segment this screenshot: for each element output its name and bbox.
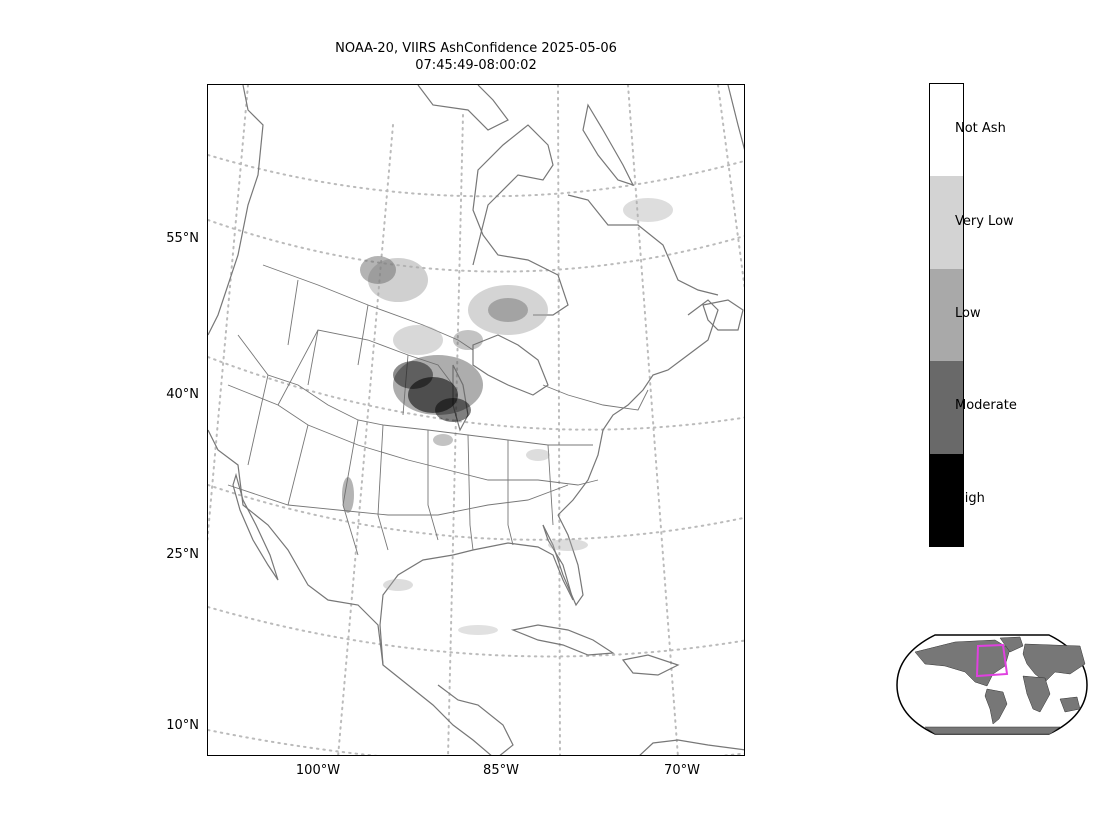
cuba [510,624,615,656]
lon-label-70w: 70°W [664,763,700,778]
graticule-lon-70 [627,85,679,755]
graticule-lat-60 [208,154,744,198]
graticule [208,85,744,755]
gulf-of-mexico-coast [379,524,574,666]
arctic-islands-1 [417,85,509,131]
inset-view-extent-box [975,643,1009,678]
graticule-lon-90 [447,114,464,755]
central-america [437,684,514,755]
title-line2: 07:45:49-08:00:02 [415,58,537,73]
world-inset-map [895,634,1089,740]
inset-europe-asia [1022,643,1086,683]
main-map[interactable] [207,84,745,756]
colorbar-segment-moderate [930,361,963,454]
graticule-lon-80 [557,85,561,755]
florida-peninsula [542,514,584,607]
inset-australia [1059,696,1081,713]
lat-label-40n: 40°N [166,387,199,402]
graticule-lon-100 [337,124,394,755]
arctic-islands-2 [582,103,635,187]
lon-label-100w: 100°W [295,763,341,778]
lat-label-10n: 10°N [166,718,199,733]
graticule-lon-60 [717,85,744,291]
graticule-lat-25 [208,606,744,658]
coast-west-us [208,429,492,755]
east-coast-us [557,299,719,516]
graticule-lat-55 [208,219,744,273]
state-borders [227,264,649,556]
colorbar-segment-not-ash [930,84,963,177]
graticule-lat-35 [208,484,744,541]
coastlines [208,85,744,755]
colorbar [929,83,964,547]
ash-confidence-field [342,198,673,635]
lon-label-85w: 85°W [483,763,519,778]
colorbar-segment-very-low [930,176,963,269]
map-title: NOAA-20, VIIRS AshConfidence 2025-05-06 … [206,40,746,74]
labrador-coast [567,194,719,296]
south-america-tip [639,739,744,755]
us-canada-border [262,264,474,351]
colorbar-label-high: High [955,491,985,506]
inset-south-america [984,688,1008,725]
colorbar-segment-low [930,268,963,362]
graticule-lat-45 [208,356,744,431]
map-canvas [208,85,744,755]
inset-greenland [999,636,1024,653]
newfoundland [702,299,744,331]
colorbar-label-moderate: Moderate [955,398,1017,413]
inset-africa [1022,675,1051,713]
greenland-edge [727,85,744,150]
lat-label-55n: 55°N [166,231,199,246]
hudson-bay [472,124,569,316]
coast-west-north-america [208,85,264,336]
us-canada-border-east [542,384,649,411]
baja-peninsula [232,472,279,581]
lat-label-25n: 25°N [166,547,199,562]
colorbar-label-very-low: Very Low [955,214,1014,229]
hispaniola [621,654,680,676]
great-lakes [472,334,549,396]
graticule-lon-105 [208,85,249,545]
inset-antarctica [924,726,1061,735]
inset-canvas [896,634,1088,735]
colorbar-label-not-ash: Not Ash [955,121,1006,136]
colorbar-label-low: Low [955,306,981,321]
title-line1: NOAA-20, VIIRS AshConfidence 2025-05-06 [335,41,617,56]
colorbar-segment-high [930,453,963,546]
